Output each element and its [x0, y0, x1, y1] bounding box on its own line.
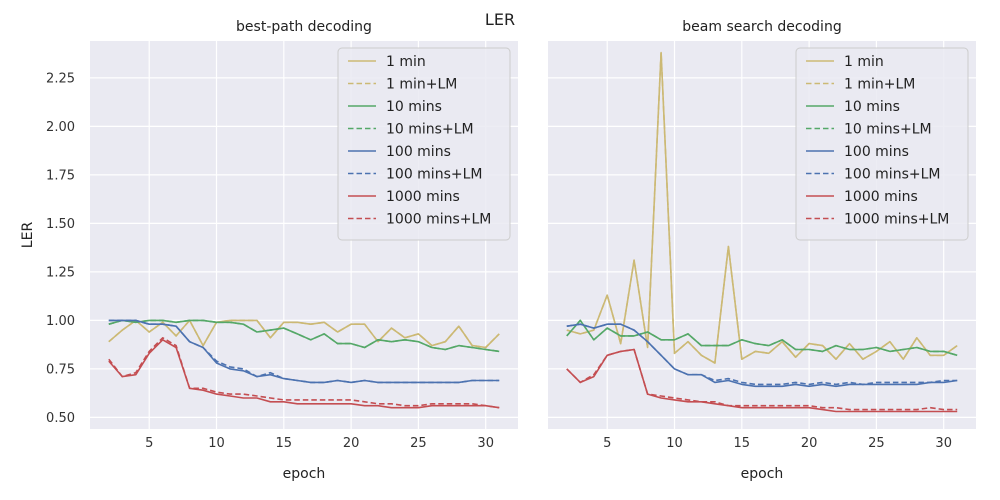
x-tick-label: 15	[734, 436, 751, 451]
series-lines	[108, 319, 500, 409]
legend: 1 min 1 min+LM 10 mins 10 mins+LM 100 mins 10…	[337, 47, 511, 241]
y-tick-label: 0.75	[46, 362, 75, 377]
x-tick-label: 20	[343, 436, 360, 451]
series-line-1000-mins-plus-lm	[566, 348, 958, 411]
legend-label: 1 min+LM	[386, 77, 457, 93]
legend-box	[795, 47, 969, 241]
series-line-10-mins-plus-lm	[108, 319, 500, 353]
x-tick-label: 25	[868, 436, 885, 451]
x-tick-label: 20	[801, 436, 818, 451]
legend-label: 100 mins	[386, 144, 451, 160]
series-line-100-mins-plus-lm	[566, 323, 958, 386]
y-tick-label: 2.25	[46, 71, 75, 86]
y-tick-label: 1.00	[46, 314, 75, 329]
x-tick-label: 5	[145, 436, 153, 451]
y-tick-label: 0.50	[46, 411, 75, 426]
legend-box	[337, 47, 511, 241]
series-line-1000-mins	[108, 338, 500, 409]
series-line-1-min-plus-lm	[108, 319, 500, 349]
y-tick-label: 1.50	[46, 217, 75, 232]
x-tick-label: 30	[935, 436, 952, 451]
series-line-1000-mins	[566, 348, 958, 413]
tick-labels: 5 10 15 20 25 30	[603, 436, 952, 451]
legend-label: 100 mins+LM	[386, 167, 482, 183]
legend-label: 10 mins+LM	[844, 122, 932, 138]
beam-search-panel: 5 10 15 20 25 30 beam search decoding epoch 1…	[548, 19, 976, 482]
series-line-100-mins-plus-lm	[108, 319, 500, 384]
figure-title: LER	[485, 10, 515, 29]
legend-label: 100 mins+LM	[844, 167, 940, 183]
legend: 1 min 1 min+LM 10 mins 10 mins+LM 100 mins 10…	[795, 47, 969, 241]
legend-label: 1000 mins	[844, 189, 918, 205]
series-line-100-mins	[566, 323, 958, 388]
series-line-1000-mins-plus-lm	[108, 336, 500, 409]
tick-labels: 5 10 15 20 25 30 0.50 0.75 1.00 1.25 1.50 1.75 2.00 2…	[46, 71, 494, 451]
legend-label: 1000 mins+LM	[386, 212, 491, 228]
legend-label: 10 mins	[386, 99, 442, 115]
x-tick-label: 10	[666, 436, 683, 451]
y-tick-label: 1.75	[46, 168, 75, 183]
legend-label: 1 min+LM	[844, 77, 915, 93]
y-tick-label: 2.00	[46, 120, 75, 135]
legend-label: 1000 mins+LM	[844, 212, 949, 228]
x-axis-label: epoch	[741, 466, 784, 482]
x-tick-label: 30	[477, 436, 494, 451]
legend-label: 100 mins	[844, 144, 909, 160]
x-tick-label: 5	[603, 436, 611, 451]
panel-title: best-path decoding	[236, 19, 372, 35]
best-path-panel: 5 10 15 20 25 30 0.50 0.75 1.00 1.25 1.50 1.75 2.00 2…	[20, 19, 518, 482]
series-line-1-min-plus-lm	[566, 51, 958, 364]
legend-label: 10 mins	[844, 99, 900, 115]
legend-label: 1 min	[844, 54, 884, 70]
x-tick-label: 10	[208, 436, 225, 451]
y-tick-label: 1.25	[46, 265, 75, 280]
series-line-10-mins-plus-lm	[566, 319, 958, 357]
x-tick-label: 25	[410, 436, 427, 451]
y-axis-label: LER	[20, 222, 36, 249]
legend-label: 10 mins+LM	[386, 122, 474, 138]
legend-label: 1 min	[386, 54, 426, 70]
panel-title: beam search decoding	[682, 19, 841, 35]
series-lines	[566, 51, 958, 413]
legend-label: 1000 mins	[386, 189, 460, 205]
x-tick-label: 15	[276, 436, 293, 451]
x-axis-label: epoch	[283, 466, 326, 482]
